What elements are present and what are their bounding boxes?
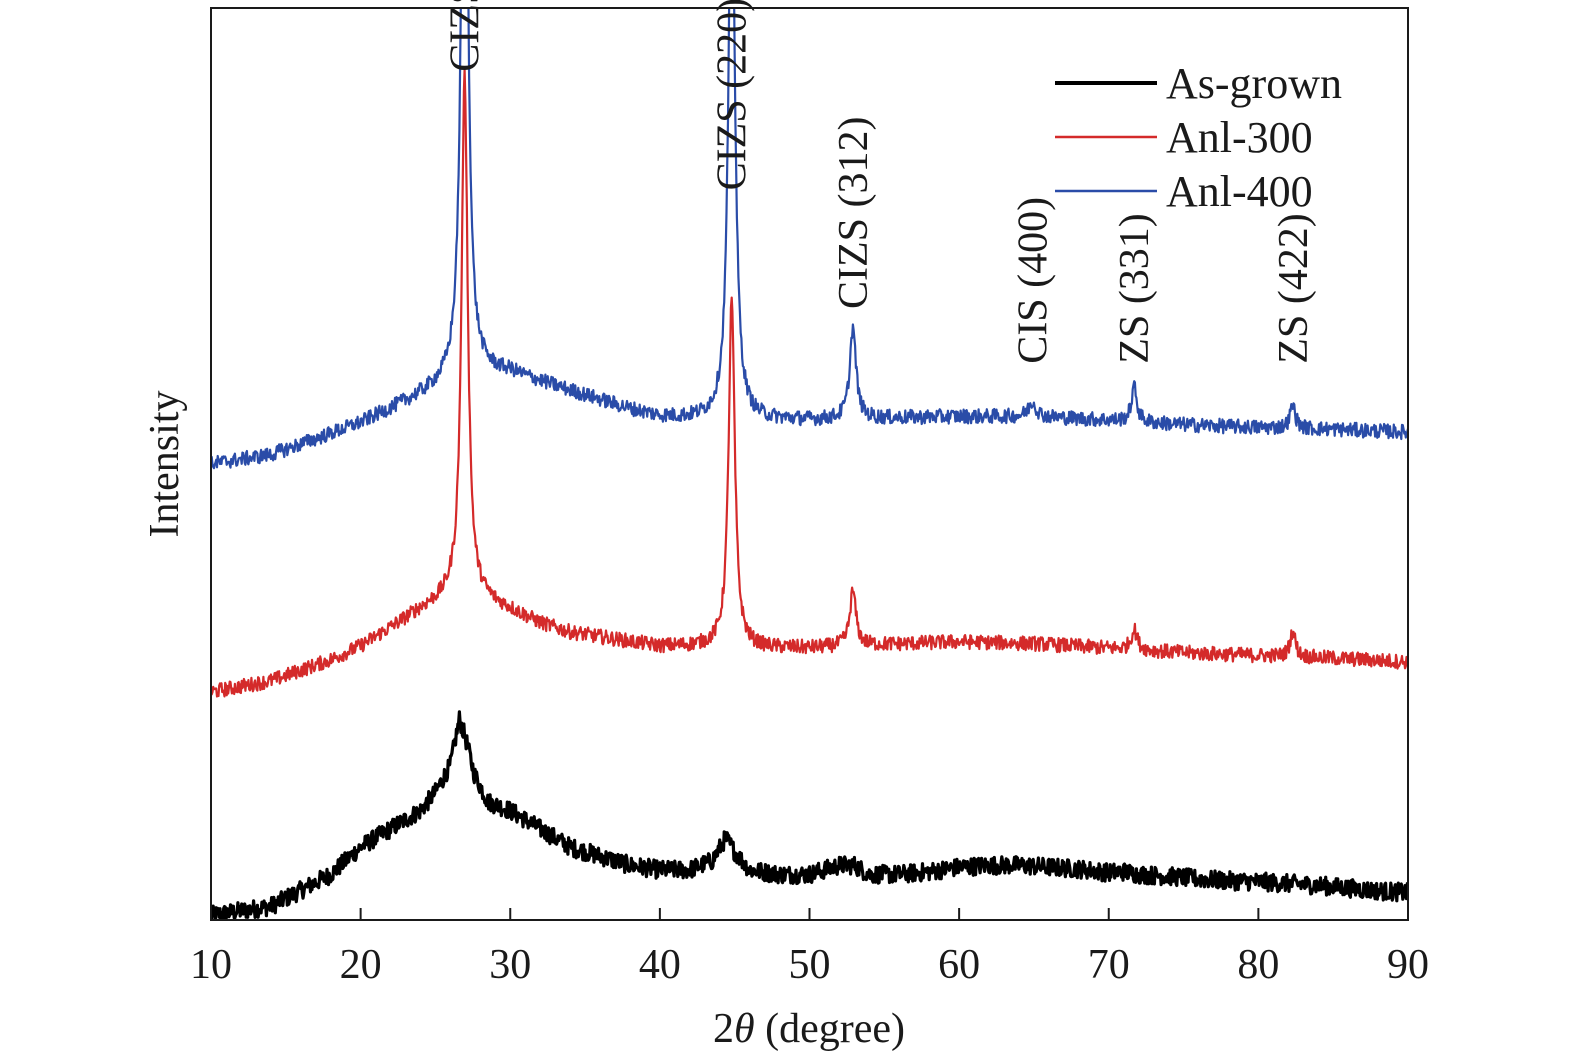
peak-label-1: CIZS (112) <box>443 0 489 72</box>
x-axis-title: 2θ (degree) <box>713 1006 905 1052</box>
peak-label-2: CIZS (220) <box>710 0 756 190</box>
peak-label-3: CIZS (312) <box>831 117 877 310</box>
y-axis-title: Intensity <box>142 391 188 538</box>
x-tick-label-50: 50 <box>789 942 831 988</box>
legend-label-anl-300: Anl-300 <box>1166 113 1313 162</box>
x-tick-label-80: 80 <box>1237 942 1279 988</box>
x-tick-label-20: 20 <box>340 942 382 988</box>
legend-label-anl-400: Anl-400 <box>1166 167 1313 216</box>
peak-label-6: ZS (422) <box>1271 213 1317 364</box>
x-tick-label-40: 40 <box>639 942 681 988</box>
x-axis: 10 20 30 40 50 60 70 80 90 <box>190 908 1429 988</box>
peak-label-5: ZS (331) <box>1112 213 1158 364</box>
series-layer <box>211 8 1408 920</box>
peak-label-4: CIS (400) <box>1010 197 1056 364</box>
series-line-as-grown <box>211 710 1408 920</box>
x-tick-label-60: 60 <box>938 942 980 988</box>
peak-annotations: CIZS (112) CIZS (220) CIZS (312) CIS (400) Z… <box>443 0 1317 364</box>
x-tick-label-10: 10 <box>190 942 232 988</box>
series-line-anl-300 <box>211 68 1408 698</box>
series-line-anl-400 <box>211 8 1408 470</box>
x-tick-label-30: 30 <box>489 942 531 988</box>
legend: As-grown Anl-300 Anl-400 <box>1055 59 1342 216</box>
x-tick-label-90: 90 <box>1387 942 1429 988</box>
x-tick-label-70: 70 <box>1088 942 1130 988</box>
legend-label-as-grown: As-grown <box>1166 59 1342 108</box>
